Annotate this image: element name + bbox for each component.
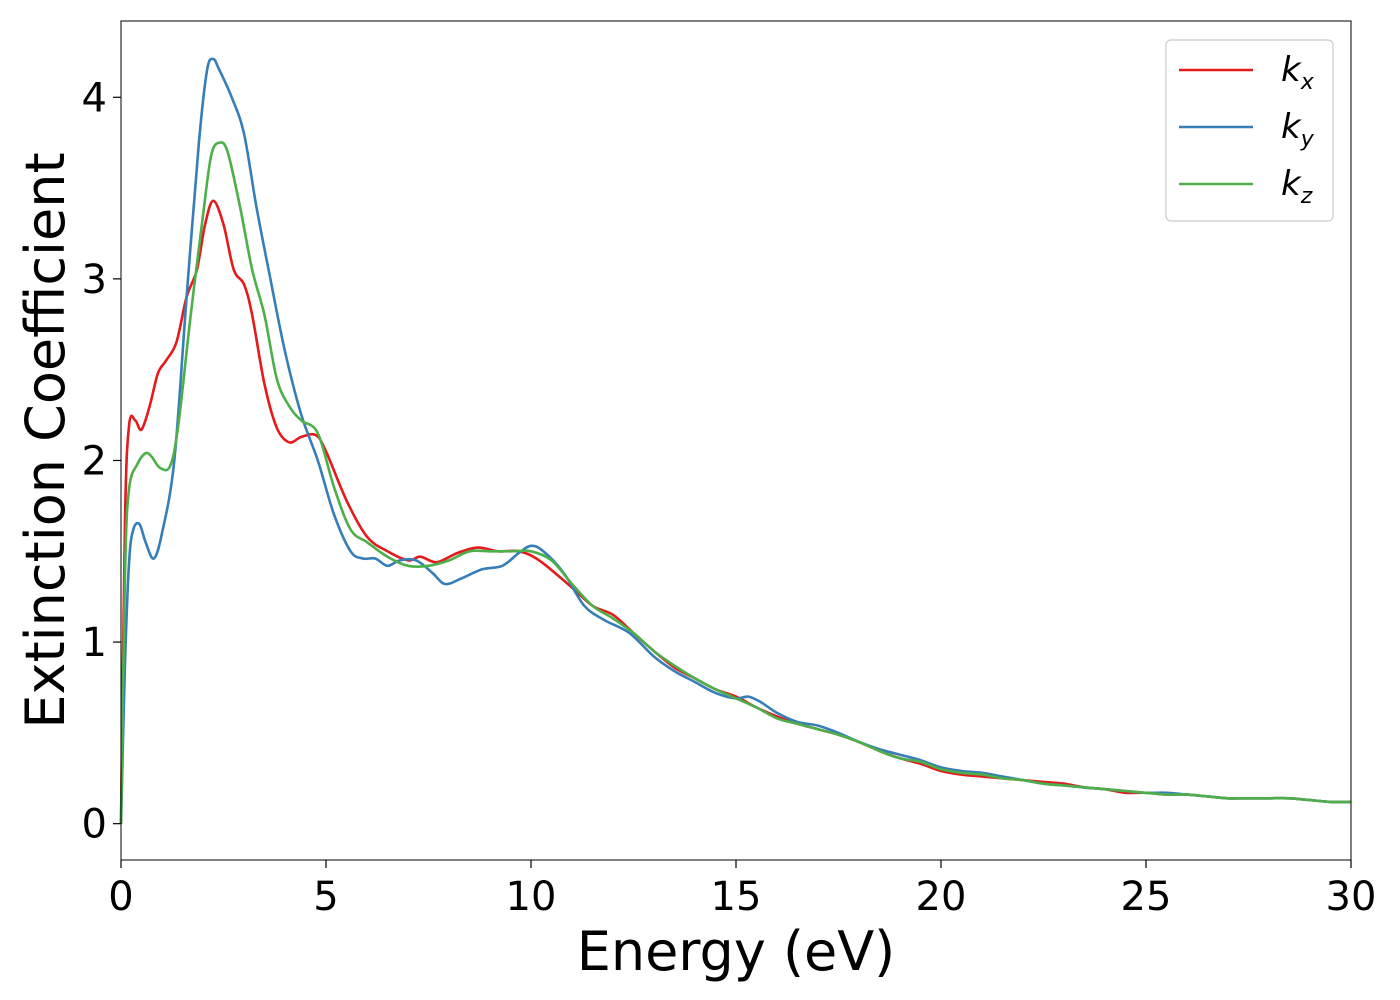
- y-tick-label: 2: [82, 438, 107, 484]
- x-tick-label: 0: [108, 874, 133, 920]
- legend-label-kz: kz: [1281, 164, 1313, 209]
- x-tick-label: 25: [1121, 874, 1172, 920]
- x-tick-label: 5: [313, 874, 338, 920]
- y-axis: 0 1 2 3 4: [82, 75, 121, 848]
- y-tick-label: 3: [82, 257, 107, 303]
- legend: kx ky kz: [1165, 39, 1334, 222]
- y-tick-label: 0: [82, 802, 107, 848]
- legend-label-ky: ky: [1281, 107, 1315, 152]
- x-tick-label: 15: [711, 874, 762, 920]
- x-tick-label: 20: [916, 874, 967, 920]
- series-layer: [119, 57, 1352, 824]
- x-axis-title: Energy (eV): [577, 920, 896, 983]
- x-tick-label: 10: [506, 874, 557, 920]
- series-line-kz: [119, 141, 1352, 824]
- x-axis: 0 5 10 15 20 25 30: [108, 860, 1376, 920]
- y-tick-label: 1: [82, 620, 107, 666]
- x-tick-label: 30: [1326, 874, 1377, 920]
- y-tick-label: 4: [82, 75, 107, 121]
- y-axis-title: Extinction Coefficient: [14, 152, 77, 728]
- legend-box: [1165, 39, 1334, 222]
- legend-label-kx: kx: [1281, 50, 1315, 95]
